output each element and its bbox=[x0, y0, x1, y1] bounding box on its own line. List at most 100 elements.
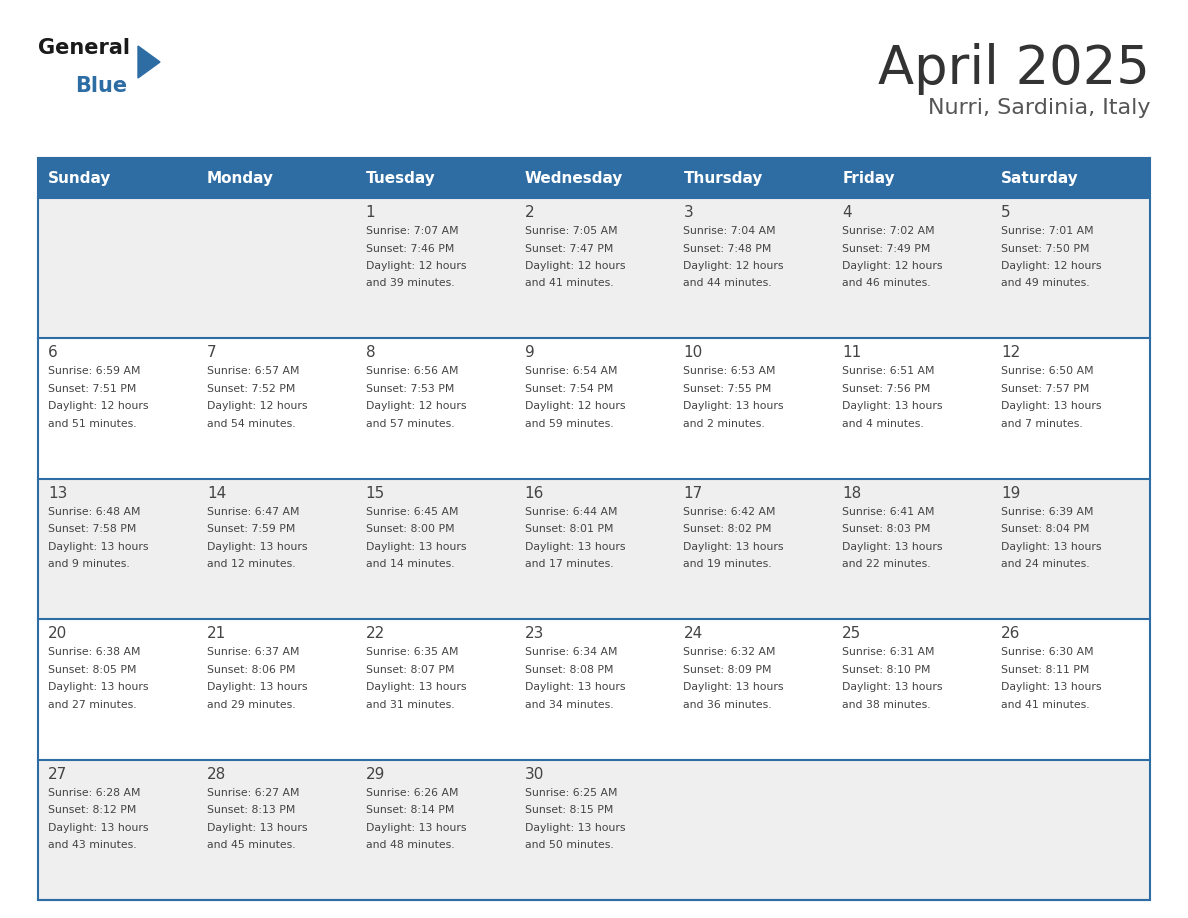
Text: and 43 minutes.: and 43 minutes. bbox=[48, 840, 137, 850]
Text: and 2 minutes.: and 2 minutes. bbox=[683, 419, 765, 429]
Text: and 41 minutes.: and 41 minutes. bbox=[525, 278, 613, 288]
Text: Sunset: 7:49 PM: Sunset: 7:49 PM bbox=[842, 243, 930, 253]
Text: 8: 8 bbox=[366, 345, 375, 361]
Text: Sunrise: 6:54 AM: Sunrise: 6:54 AM bbox=[525, 366, 617, 376]
Text: Sunrise: 6:53 AM: Sunrise: 6:53 AM bbox=[683, 366, 776, 376]
Text: 15: 15 bbox=[366, 486, 385, 501]
Text: Sunset: 8:05 PM: Sunset: 8:05 PM bbox=[48, 665, 137, 675]
Text: 29: 29 bbox=[366, 767, 385, 781]
Text: and 46 minutes.: and 46 minutes. bbox=[842, 278, 931, 288]
Text: and 51 minutes.: and 51 minutes. bbox=[48, 419, 137, 429]
Text: and 36 minutes.: and 36 minutes. bbox=[683, 700, 772, 710]
Text: Daylight: 12 hours: Daylight: 12 hours bbox=[207, 401, 308, 411]
Text: Sunset: 8:04 PM: Sunset: 8:04 PM bbox=[1001, 524, 1089, 534]
Text: 28: 28 bbox=[207, 767, 226, 781]
Text: Daylight: 13 hours: Daylight: 13 hours bbox=[207, 823, 308, 833]
Text: Tuesday: Tuesday bbox=[366, 171, 436, 185]
Text: Daylight: 12 hours: Daylight: 12 hours bbox=[1001, 261, 1101, 271]
Text: and 49 minutes.: and 49 minutes. bbox=[1001, 278, 1089, 288]
Text: Sunrise: 7:05 AM: Sunrise: 7:05 AM bbox=[525, 226, 618, 236]
Bar bbox=[38, 158, 1150, 198]
Text: Daylight: 12 hours: Daylight: 12 hours bbox=[366, 261, 466, 271]
Text: Daylight: 13 hours: Daylight: 13 hours bbox=[525, 682, 625, 692]
Text: Daylight: 13 hours: Daylight: 13 hours bbox=[842, 401, 943, 411]
Text: Sunrise: 6:45 AM: Sunrise: 6:45 AM bbox=[366, 507, 459, 517]
Text: 7: 7 bbox=[207, 345, 216, 361]
Bar bbox=[38, 158, 1150, 900]
Bar bbox=[38, 339, 1150, 479]
Text: Nurri, Sardinia, Italy: Nurri, Sardinia, Italy bbox=[928, 98, 1150, 118]
Text: Daylight: 13 hours: Daylight: 13 hours bbox=[207, 682, 308, 692]
Text: 13: 13 bbox=[48, 486, 68, 501]
Text: Daylight: 13 hours: Daylight: 13 hours bbox=[683, 682, 784, 692]
Text: Sunset: 7:53 PM: Sunset: 7:53 PM bbox=[366, 384, 454, 394]
Text: and 14 minutes.: and 14 minutes. bbox=[366, 559, 454, 569]
Text: Sunset: 8:02 PM: Sunset: 8:02 PM bbox=[683, 524, 772, 534]
Text: 30: 30 bbox=[525, 767, 544, 781]
Text: and 34 minutes.: and 34 minutes. bbox=[525, 700, 613, 710]
Text: Blue: Blue bbox=[75, 76, 127, 96]
Text: 4: 4 bbox=[842, 205, 852, 220]
Text: 26: 26 bbox=[1001, 626, 1020, 641]
Text: Sunset: 7:55 PM: Sunset: 7:55 PM bbox=[683, 384, 772, 394]
Text: Sunrise: 6:35 AM: Sunrise: 6:35 AM bbox=[366, 647, 459, 657]
Text: and 54 minutes.: and 54 minutes. bbox=[207, 419, 296, 429]
Text: Daylight: 13 hours: Daylight: 13 hours bbox=[683, 542, 784, 552]
Text: Daylight: 13 hours: Daylight: 13 hours bbox=[48, 823, 148, 833]
Text: Daylight: 13 hours: Daylight: 13 hours bbox=[48, 542, 148, 552]
Text: Sunset: 7:47 PM: Sunset: 7:47 PM bbox=[525, 243, 613, 253]
Text: Sunset: 7:58 PM: Sunset: 7:58 PM bbox=[48, 524, 137, 534]
Text: 23: 23 bbox=[525, 626, 544, 641]
Text: Daylight: 13 hours: Daylight: 13 hours bbox=[207, 542, 308, 552]
Text: Sunset: 7:52 PM: Sunset: 7:52 PM bbox=[207, 384, 296, 394]
Text: Thursday: Thursday bbox=[683, 171, 763, 185]
Text: and 4 minutes.: and 4 minutes. bbox=[842, 419, 924, 429]
Text: Sunrise: 6:56 AM: Sunrise: 6:56 AM bbox=[366, 366, 459, 376]
Text: Sunset: 8:03 PM: Sunset: 8:03 PM bbox=[842, 524, 930, 534]
Text: Sunset: 8:14 PM: Sunset: 8:14 PM bbox=[366, 805, 454, 815]
Text: Sunrise: 6:32 AM: Sunrise: 6:32 AM bbox=[683, 647, 776, 657]
Text: Sunrise: 6:59 AM: Sunrise: 6:59 AM bbox=[48, 366, 140, 376]
Text: and 59 minutes.: and 59 minutes. bbox=[525, 419, 613, 429]
Text: 18: 18 bbox=[842, 486, 861, 501]
Text: and 7 minutes.: and 7 minutes. bbox=[1001, 419, 1083, 429]
Text: Sunrise: 6:48 AM: Sunrise: 6:48 AM bbox=[48, 507, 140, 517]
Text: and 24 minutes.: and 24 minutes. bbox=[1001, 559, 1089, 569]
Text: and 12 minutes.: and 12 minutes. bbox=[207, 559, 296, 569]
Text: Sunrise: 6:51 AM: Sunrise: 6:51 AM bbox=[842, 366, 935, 376]
Text: Sunrise: 6:30 AM: Sunrise: 6:30 AM bbox=[1001, 647, 1094, 657]
Text: Sunrise: 6:47 AM: Sunrise: 6:47 AM bbox=[207, 507, 299, 517]
Text: April 2025: April 2025 bbox=[878, 43, 1150, 95]
Text: Sunday: Sunday bbox=[48, 171, 112, 185]
Text: and 27 minutes.: and 27 minutes. bbox=[48, 700, 137, 710]
Text: Sunset: 7:59 PM: Sunset: 7:59 PM bbox=[207, 524, 296, 534]
Text: Daylight: 13 hours: Daylight: 13 hours bbox=[683, 401, 784, 411]
Text: 22: 22 bbox=[366, 626, 385, 641]
Text: Daylight: 12 hours: Daylight: 12 hours bbox=[525, 401, 625, 411]
Text: Daylight: 13 hours: Daylight: 13 hours bbox=[842, 542, 943, 552]
Text: Sunrise: 6:26 AM: Sunrise: 6:26 AM bbox=[366, 788, 459, 798]
Text: and 9 minutes.: and 9 minutes. bbox=[48, 559, 129, 569]
Text: Daylight: 13 hours: Daylight: 13 hours bbox=[525, 823, 625, 833]
Text: Sunset: 8:15 PM: Sunset: 8:15 PM bbox=[525, 805, 613, 815]
Text: General: General bbox=[38, 38, 129, 58]
Text: Sunrise: 6:38 AM: Sunrise: 6:38 AM bbox=[48, 647, 140, 657]
Text: Sunset: 8:08 PM: Sunset: 8:08 PM bbox=[525, 665, 613, 675]
Text: Sunset: 7:51 PM: Sunset: 7:51 PM bbox=[48, 384, 137, 394]
Text: and 45 minutes.: and 45 minutes. bbox=[207, 840, 296, 850]
Text: Sunrise: 7:07 AM: Sunrise: 7:07 AM bbox=[366, 226, 459, 236]
Polygon shape bbox=[138, 46, 160, 78]
Text: 17: 17 bbox=[683, 486, 702, 501]
Text: Daylight: 12 hours: Daylight: 12 hours bbox=[525, 261, 625, 271]
Text: 11: 11 bbox=[842, 345, 861, 361]
Text: 1: 1 bbox=[366, 205, 375, 220]
Text: Sunset: 8:07 PM: Sunset: 8:07 PM bbox=[366, 665, 454, 675]
Text: Sunrise: 6:39 AM: Sunrise: 6:39 AM bbox=[1001, 507, 1094, 517]
Text: Sunrise: 6:37 AM: Sunrise: 6:37 AM bbox=[207, 647, 299, 657]
Text: 9: 9 bbox=[525, 345, 535, 361]
Text: 10: 10 bbox=[683, 345, 702, 361]
Text: Daylight: 13 hours: Daylight: 13 hours bbox=[1001, 682, 1101, 692]
Text: Sunset: 7:48 PM: Sunset: 7:48 PM bbox=[683, 243, 772, 253]
Text: and 50 minutes.: and 50 minutes. bbox=[525, 840, 613, 850]
Text: Sunset: 7:50 PM: Sunset: 7:50 PM bbox=[1001, 243, 1089, 253]
